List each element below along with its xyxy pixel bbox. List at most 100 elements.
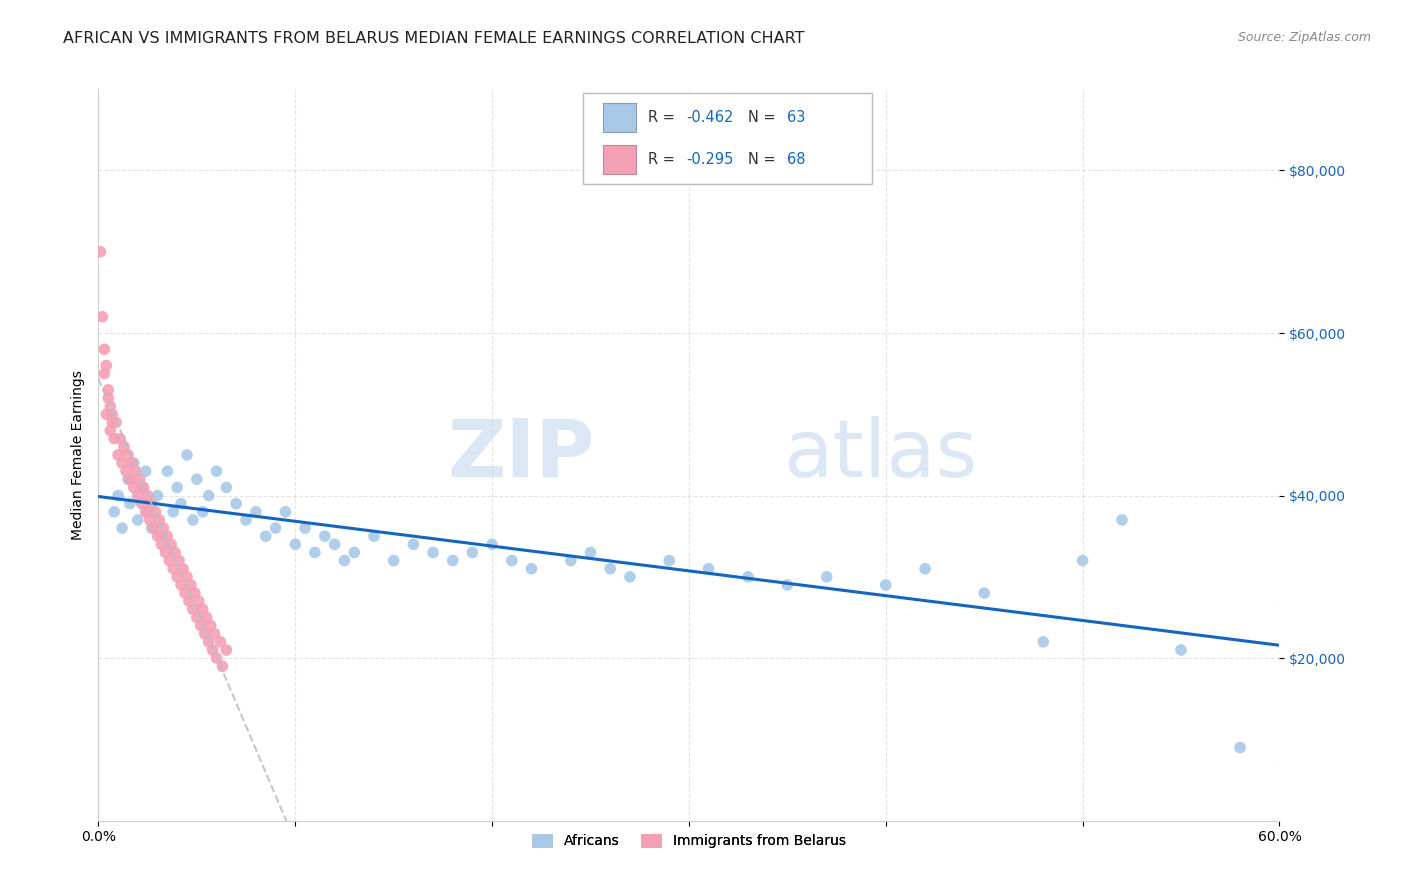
Point — [98, 424, 121, 438]
Point — [402, 537, 425, 551]
Point — [191, 505, 214, 519]
Point — [107, 489, 129, 503]
Point — [103, 432, 125, 446]
Point — [1229, 740, 1251, 755]
Point — [697, 562, 720, 576]
Text: 63: 63 — [787, 110, 806, 125]
Point — [205, 651, 228, 665]
Point — [146, 489, 169, 503]
Point — [118, 497, 141, 511]
Point — [111, 456, 134, 470]
Point — [118, 472, 141, 486]
Point — [162, 505, 184, 519]
Point — [122, 456, 145, 470]
Point — [127, 513, 149, 527]
Point — [815, 570, 838, 584]
Point — [136, 505, 159, 519]
Point — [166, 570, 188, 584]
Text: 68: 68 — [787, 152, 806, 167]
Point — [1071, 553, 1094, 567]
Point — [875, 578, 897, 592]
Point — [152, 521, 174, 535]
Point — [128, 472, 150, 486]
Point — [177, 594, 200, 608]
Point — [156, 529, 179, 543]
Point — [101, 416, 124, 430]
Point — [481, 537, 503, 551]
Point — [132, 480, 155, 494]
Point — [174, 586, 197, 600]
Point — [148, 513, 170, 527]
Point — [138, 513, 160, 527]
Point — [96, 359, 118, 373]
Point — [176, 448, 198, 462]
Point — [225, 497, 247, 511]
Point — [135, 505, 157, 519]
Point — [323, 537, 346, 551]
Point — [264, 521, 287, 535]
Point — [117, 472, 139, 486]
Point — [172, 562, 194, 576]
Point — [93, 343, 115, 357]
Point — [136, 489, 159, 503]
Point — [422, 545, 444, 559]
Bar — [603, 145, 636, 174]
Text: R =: R = — [648, 110, 679, 125]
Point — [195, 610, 218, 624]
Point — [180, 578, 202, 592]
Point — [145, 505, 167, 519]
Point — [122, 480, 145, 494]
Point — [205, 464, 228, 478]
Bar — [603, 103, 636, 132]
Point — [186, 472, 208, 486]
Point — [160, 537, 183, 551]
Y-axis label: Median Female Earnings: Median Female Earnings — [70, 370, 84, 540]
Point — [111, 521, 134, 535]
Point — [343, 545, 366, 559]
Point — [658, 553, 681, 567]
Point — [1111, 513, 1133, 527]
Point — [254, 529, 277, 543]
Point — [181, 513, 204, 527]
Point — [441, 553, 464, 567]
Text: atlas: atlas — [783, 416, 977, 494]
Point — [973, 586, 995, 600]
Legend: Africans, Immigrants from Belarus: Africans, Immigrants from Belarus — [527, 828, 851, 854]
Point — [115, 464, 138, 478]
Point — [176, 570, 198, 584]
Point — [204, 626, 226, 640]
Point — [737, 570, 759, 584]
Point — [245, 505, 267, 519]
Point — [125, 464, 148, 478]
Point — [157, 553, 180, 567]
Point — [150, 529, 173, 543]
Point — [162, 562, 184, 576]
Point — [314, 529, 336, 543]
Point — [107, 448, 129, 462]
Point — [211, 659, 233, 673]
Point — [131, 497, 153, 511]
Point — [186, 610, 208, 624]
Point — [155, 545, 177, 559]
Point — [190, 618, 212, 632]
Point — [1170, 643, 1192, 657]
Point — [579, 545, 602, 559]
Point — [382, 553, 405, 567]
Point — [197, 635, 219, 649]
Point — [93, 367, 115, 381]
Point — [197, 489, 219, 503]
Point — [201, 643, 224, 657]
Point — [304, 545, 326, 559]
Point — [97, 383, 120, 397]
Text: -0.462: -0.462 — [686, 110, 734, 125]
Point — [194, 626, 217, 640]
Text: Source: ZipAtlas.com: Source: ZipAtlas.com — [1237, 31, 1371, 45]
Point — [97, 391, 120, 405]
Point — [108, 432, 131, 446]
Point — [914, 562, 936, 576]
Point — [141, 497, 163, 511]
Point — [146, 529, 169, 543]
Point — [91, 310, 114, 324]
Point — [121, 456, 143, 470]
Point — [274, 505, 297, 519]
